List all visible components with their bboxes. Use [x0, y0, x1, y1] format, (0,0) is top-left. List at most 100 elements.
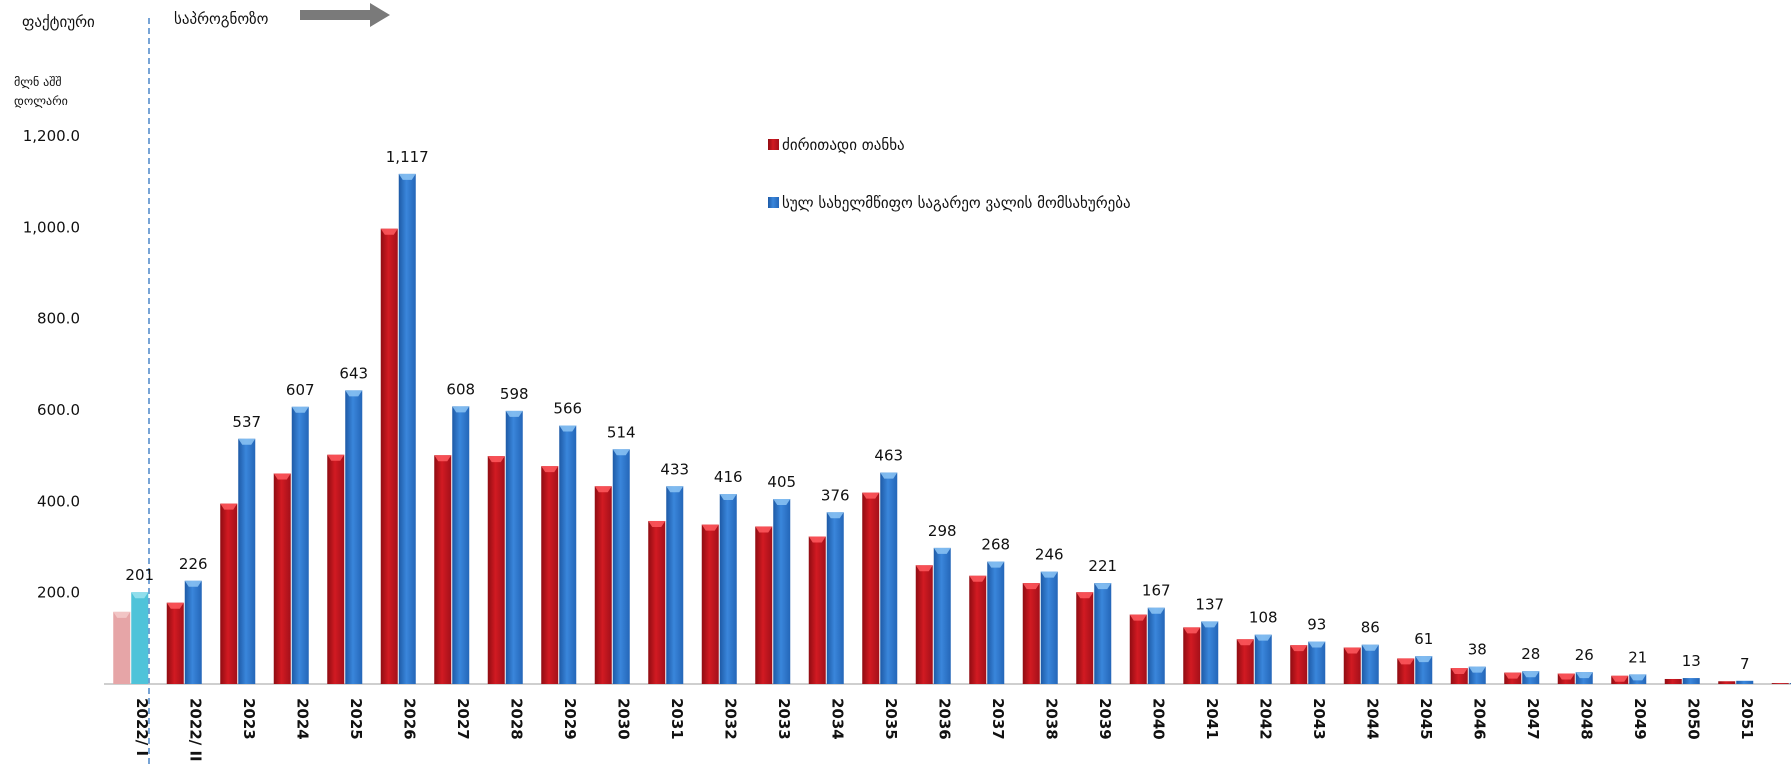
data-label: 376	[821, 486, 850, 504]
data-label: 607	[286, 381, 315, 399]
x-tick-label: 2042	[1256, 698, 1274, 740]
x-tick-label: 2034	[828, 698, 846, 740]
x-tick-label: 2026	[400, 698, 418, 740]
bar-total	[238, 438, 256, 684]
bar-principal	[1290, 645, 1308, 684]
data-label: 298	[928, 522, 957, 540]
bar-principal	[808, 536, 826, 684]
bar-principal	[1236, 639, 1254, 684]
bar-principal-cap	[862, 492, 880, 499]
data-label: 514	[607, 423, 636, 441]
bar-total	[131, 592, 149, 684]
bar-principal-cap	[434, 455, 452, 462]
bar-total	[505, 410, 523, 684]
bar-total-cap	[1415, 656, 1433, 663]
bar-total-cap	[612, 449, 630, 456]
bar-principal	[380, 228, 398, 684]
bar-principal-cap	[487, 456, 505, 463]
bar-total	[1789, 683, 1791, 684]
x-tick-label: 2041	[1203, 698, 1221, 740]
bar-principal	[594, 486, 612, 684]
bar-principal-cap	[1611, 675, 1629, 682]
bar-total	[184, 580, 202, 684]
bar-principal-cap	[380, 228, 398, 235]
bar-principal	[434, 455, 452, 684]
bar-principal	[220, 503, 238, 684]
bar-principal	[1183, 627, 1201, 684]
x-tick-label: 2039	[1096, 698, 1114, 740]
bar-total-cap	[773, 499, 791, 506]
x-tick-label: 2044	[1363, 698, 1381, 740]
x-tick-label: 2031	[668, 698, 686, 740]
x-tick-label: 2025	[347, 698, 365, 740]
bar-total	[933, 547, 951, 684]
legend-swatch-total	[768, 197, 779, 208]
bar-total-cap	[1201, 621, 1219, 628]
bar-principal-cap	[1557, 673, 1575, 680]
bar-total	[1094, 583, 1112, 684]
bar-principal-cap	[808, 536, 826, 543]
bar-total-cap	[933, 547, 951, 554]
y-tick-label: 600.0	[37, 401, 80, 419]
x-tick-label: 2051	[1738, 698, 1756, 740]
bar-principal-cap	[1504, 672, 1522, 679]
x-tick-label: 2032	[721, 698, 739, 740]
data-label: 26	[1575, 646, 1594, 664]
data-label: 93	[1307, 616, 1326, 634]
bar-total	[1308, 641, 1326, 684]
y-axis-ticks: 200.0 400.0 600.0 800.0 1,000.0 1,200.0	[23, 127, 80, 602]
bar-total	[291, 406, 309, 684]
data-label: 13	[1682, 652, 1701, 670]
actual-period-label: ფაქტიური	[22, 13, 95, 31]
data-label: 608	[446, 380, 475, 398]
x-tick-label: 2027	[454, 698, 472, 740]
legend-swatch-principal	[768, 139, 779, 150]
x-tick-label: 2050	[1684, 698, 1702, 740]
bar-total	[880, 472, 898, 684]
bar-total-cap	[238, 438, 256, 445]
bar-principal	[915, 565, 933, 684]
bar-total-cap	[184, 580, 202, 587]
y-tick-label: 200.0	[37, 584, 80, 602]
x-tick-label: 2046	[1470, 698, 1488, 740]
bar-principal-cap	[755, 526, 773, 533]
x-tick-label: 2045	[1417, 698, 1435, 740]
bar-total	[1682, 678, 1700, 684]
bar-principal	[487, 456, 505, 684]
bar-total	[666, 486, 684, 684]
data-label: 21	[1628, 648, 1647, 666]
bar-total-cap	[559, 425, 577, 432]
bar-total	[987, 561, 1005, 684]
bar-total	[1254, 634, 1272, 684]
x-tick-label: 2028	[507, 698, 525, 740]
data-label: 221	[1088, 557, 1117, 575]
x-tick-label: 2038	[1042, 698, 1060, 740]
data-label: 7	[1740, 655, 1750, 673]
bar-principal	[969, 575, 987, 684]
data-label: 246	[1035, 546, 1064, 564]
x-tick-label: 2022/ II	[186, 698, 204, 762]
bar-principal-cap	[220, 503, 238, 510]
data-labels: 201 226 537 607 643 1,117 608 598 566 514 433 416 40…	[125, 148, 1750, 673]
bar-total	[345, 390, 363, 684]
bar-principal-cap	[969, 575, 987, 582]
bar-total	[398, 173, 416, 685]
x-tick-label: 2047	[1524, 698, 1542, 740]
y-tick-label: 800.0	[37, 310, 80, 328]
data-label: 61	[1414, 630, 1433, 648]
y-tick-label: 400.0	[37, 492, 80, 510]
legend-label-total: სულ სახელმწიფო საგარეო ვალის მომსახურება	[782, 194, 1131, 212]
x-tick-label: 2023	[240, 698, 258, 740]
bar-total-cap	[505, 410, 523, 417]
bar-principal	[755, 526, 773, 684]
bar-total-cap	[826, 512, 844, 519]
bar-principal-cap	[1076, 592, 1094, 599]
bar-total	[773, 499, 791, 684]
bar-principal	[541, 466, 559, 684]
bar-total	[1361, 644, 1379, 684]
bar-principal	[862, 492, 880, 684]
bar-principal-cap	[1397, 658, 1415, 665]
forecast-arrow-icon	[300, 3, 390, 27]
forecast-period-label: საპროგნოზო	[174, 10, 269, 28]
